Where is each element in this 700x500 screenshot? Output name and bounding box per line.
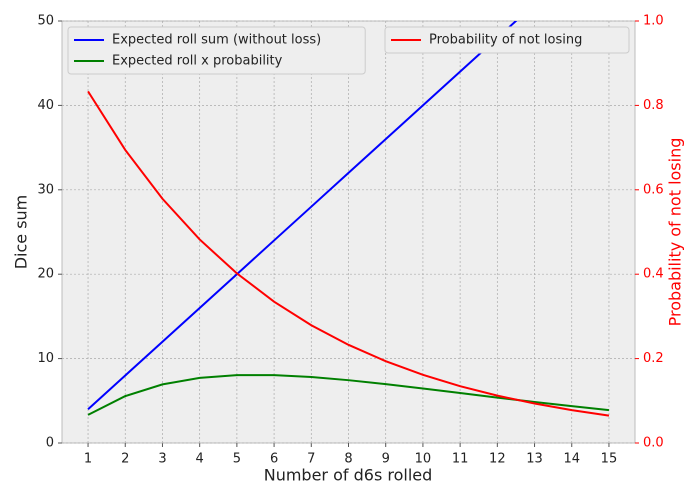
- x-tick-label: 6: [270, 452, 278, 467]
- y2-tick-label: 0.4: [643, 267, 664, 282]
- legend-label: Probability of not losing: [429, 33, 582, 48]
- x-axis-label: Number of d6s rolled: [264, 466, 433, 485]
- y2-tick-label: 0.6: [643, 182, 664, 197]
- x-tick-label: 5: [233, 452, 241, 467]
- y-axis-label: Dice sum: [12, 195, 31, 270]
- x-tick-label: 15: [601, 452, 618, 467]
- x-tick-label: 9: [382, 452, 390, 467]
- x-tick-label: 7: [307, 452, 315, 467]
- x-tick-label: 3: [158, 452, 166, 467]
- legend-box: [384, 26, 630, 54]
- y2-tick-label: 1.0: [643, 14, 664, 29]
- y-tick-label: 30: [37, 182, 54, 197]
- series-line: [87, 21, 518, 410]
- y-tick-label: 40: [37, 98, 54, 113]
- x-tick-label: 12: [489, 452, 506, 467]
- series-line: [87, 90, 610, 417]
- y-tick-label: 20: [37, 267, 54, 282]
- plot-area: [61, 20, 636, 444]
- legend-label: Expected roll sum (without loss): [112, 33, 321, 48]
- y2-axis-label: Probability of not losing: [666, 138, 685, 327]
- y-tick-label: 0: [46, 436, 54, 451]
- y-tick-label: 10: [37, 351, 54, 366]
- x-tick-label: 8: [344, 452, 352, 467]
- x-tick-label: 2: [121, 452, 129, 467]
- y2-tick-label: 0.8: [643, 98, 664, 113]
- legend-box: [67, 26, 366, 75]
- legend-label: Expected roll x probability: [112, 54, 283, 69]
- y2-tick-label: 0.2: [643, 351, 664, 366]
- y-tick-label: 50: [37, 14, 54, 29]
- x-tick-label: 14: [563, 452, 580, 467]
- y2-tick-label: 0.0: [643, 436, 664, 451]
- x-tick-label: 4: [196, 452, 204, 467]
- x-tick-label: 13: [526, 452, 543, 467]
- x-tick-label: 11: [452, 452, 469, 467]
- x-tick-label: 1: [84, 452, 92, 467]
- series-layer: [87, 21, 610, 417]
- x-tick-label: 10: [415, 452, 432, 467]
